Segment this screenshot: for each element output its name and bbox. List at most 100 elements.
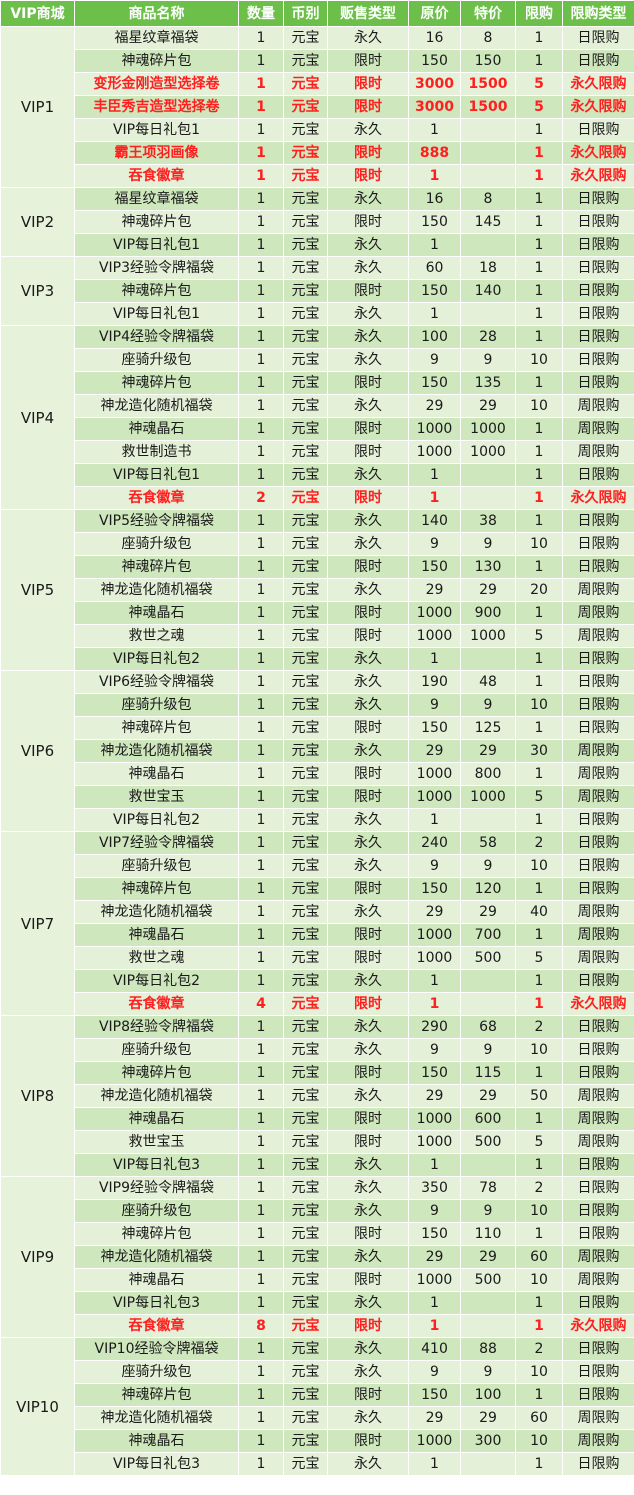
original-price-cell: 1 <box>408 1291 461 1315</box>
table-row: VIP6 VIP6经验令牌福袋 1 元宝 永久 190 48 1 日限购 <box>0 670 634 832</box>
sale-type-cell: 永久 <box>327 900 409 924</box>
currency-cell: 元宝 <box>283 1107 328 1131</box>
header-limit-type: 限购类型 <box>562 0 634 27</box>
sale-type-cell: 永久 <box>327 1199 409 1223</box>
original-price-cell: 1000 <box>408 601 461 625</box>
quantity-cell: 1 <box>238 831 284 855</box>
limit-cell: 1 <box>515 923 563 947</box>
header-original-price: 原价 <box>408 0 461 27</box>
limit-cell: 5 <box>515 624 563 648</box>
special-price-cell: 29 <box>460 1406 516 1430</box>
original-price-cell: 1 <box>408 164 461 188</box>
quantity-cell: 1 <box>238 946 284 970</box>
table-row: 神魂晶石 1 元宝 限时 1000 700 1 周限购 <box>1 923 634 947</box>
quantity-cell: 4 <box>238 992 284 1016</box>
table-row: 神魂碎片包 1 元宝 限时 150 120 1 日限购 <box>1 877 634 901</box>
original-price-cell: 3000 <box>408 95 461 119</box>
sale-type-cell: 永久 <box>327 808 409 832</box>
currency-cell: 元宝 <box>283 900 328 924</box>
sale-type-cell: 永久 <box>327 325 409 349</box>
limit-type-cell: 日限购 <box>562 647 634 671</box>
item-name-cell: 神龙造化随机福袋 <box>74 739 239 763</box>
limit-type-cell: 日限购 <box>562 1061 634 1085</box>
original-price-cell: 150 <box>408 1061 461 1085</box>
special-price-cell: 600 <box>460 1107 516 1131</box>
item-name-cell: 神龙造化随机福袋 <box>74 1245 239 1269</box>
currency-cell: 元宝 <box>283 1360 328 1384</box>
quantity-cell: 1 <box>238 1015 284 1039</box>
original-price-cell: 140 <box>408 509 461 533</box>
quantity-cell: 2 <box>238 486 284 510</box>
limit-cell: 1 <box>515 26 563 50</box>
limit-type-cell: 日限购 <box>562 49 634 73</box>
item-name-cell: 座骑升级包 <box>74 1199 239 1223</box>
special-price-cell <box>460 233 516 257</box>
sale-type-cell: 限时 <box>327 49 409 73</box>
quantity-cell: 1 <box>238 1061 284 1085</box>
limit-type-cell: 日限购 <box>562 1153 634 1177</box>
special-price-cell: 29 <box>460 578 516 602</box>
table-row: 座骑升级包 1 元宝 永久 9 9 10 日限购 <box>1 854 634 878</box>
sale-type-cell: 限时 <box>327 95 409 119</box>
limit-type-cell: 永久限购 <box>562 72 634 96</box>
limit-type-cell: 永久限购 <box>562 95 634 119</box>
table-row: 座骑升级包 1 元宝 永久 9 9 10 日限购 <box>1 693 634 717</box>
special-price-cell: 38 <box>460 509 516 533</box>
item-name-cell: VIP每日礼包2 <box>74 647 239 671</box>
item-name-cell: 神魂碎片包 <box>74 1383 239 1407</box>
currency-cell: 元宝 <box>283 371 328 395</box>
limit-type-cell: 周限购 <box>562 1130 634 1154</box>
limit-type-cell: 周限购 <box>562 1084 634 1108</box>
limit-cell: 1 <box>515 992 563 1016</box>
currency-cell: 元宝 <box>283 762 328 786</box>
table-row: 座骑升级包 1 元宝 永久 9 9 10 日限购 <box>1 532 634 556</box>
special-price-cell: 9 <box>460 1038 516 1062</box>
item-name-cell: 救世制造书 <box>74 440 239 464</box>
quantity-cell: 1 <box>238 1245 284 1269</box>
currency-cell: 元宝 <box>283 1038 328 1062</box>
special-price-cell <box>460 118 516 142</box>
item-name-cell: 神魂碎片包 <box>74 210 239 234</box>
limit-type-cell: 日限购 <box>562 210 634 234</box>
quantity-cell: 1 <box>238 1268 284 1292</box>
special-price-cell: 8 <box>460 26 516 50</box>
original-price-cell: 9 <box>408 1199 461 1223</box>
quantity-cell: 1 <box>238 1222 284 1246</box>
quantity-cell: 1 <box>238 854 284 878</box>
currency-cell: 元宝 <box>283 1245 328 1269</box>
limit-type-cell: 周限购 <box>562 1429 634 1453</box>
vip-level-cell: VIP4 <box>0 325 75 510</box>
header-quantity: 数量 <box>238 0 284 27</box>
table-row: VIP4 VIP4经验令牌福袋 1 元宝 永久 100 28 1 日限购 <box>0 325 634 510</box>
header-currency: 币别 <box>283 0 328 27</box>
quantity-cell: 1 <box>238 1337 284 1361</box>
sale-type-cell: 永久 <box>327 670 409 694</box>
limit-type-cell: 周限购 <box>562 394 634 418</box>
quantity-cell: 1 <box>238 49 284 73</box>
currency-cell: 元宝 <box>283 1383 328 1407</box>
item-name-cell: 神龙造化随机福袋 <box>74 1084 239 1108</box>
limit-type-cell: 日限购 <box>562 118 634 142</box>
table-row: 座骑升级包 1 元宝 永久 9 9 10 日限购 <box>1 1038 634 1062</box>
table-row: 神魂晶石 1 元宝 限时 1000 800 1 周限购 <box>1 762 634 786</box>
header-row: VIP商城 商品名称 数量 币别 贩售类型 原价 特价 限购 限购类型 <box>0 0 634 27</box>
limit-type-cell: 永久限购 <box>562 992 634 1016</box>
original-price-cell: 1000 <box>408 1107 461 1131</box>
limit-cell: 1 <box>515 302 563 326</box>
limit-type-cell: 永久限购 <box>562 486 634 510</box>
currency-cell: 元宝 <box>283 785 328 809</box>
special-price-cell: 1500 <box>460 95 516 119</box>
currency-cell: 元宝 <box>283 1222 328 1246</box>
sale-type-cell: 永久 <box>327 1015 409 1039</box>
limit-type-cell: 日限购 <box>562 1291 634 1315</box>
limit-type-cell: 周限购 <box>562 762 634 786</box>
special-price-cell <box>460 463 516 487</box>
sale-type-cell: 限时 <box>327 1222 409 1246</box>
original-price-cell: 9 <box>408 854 461 878</box>
limit-type-cell: 周限购 <box>562 440 634 464</box>
item-name-cell: 座骑升级包 <box>74 532 239 556</box>
sale-type-cell: 限时 <box>327 440 409 464</box>
quantity-cell: 8 <box>238 1314 284 1338</box>
item-name-cell: 救世之魂 <box>74 946 239 970</box>
original-price-cell: 1000 <box>408 946 461 970</box>
